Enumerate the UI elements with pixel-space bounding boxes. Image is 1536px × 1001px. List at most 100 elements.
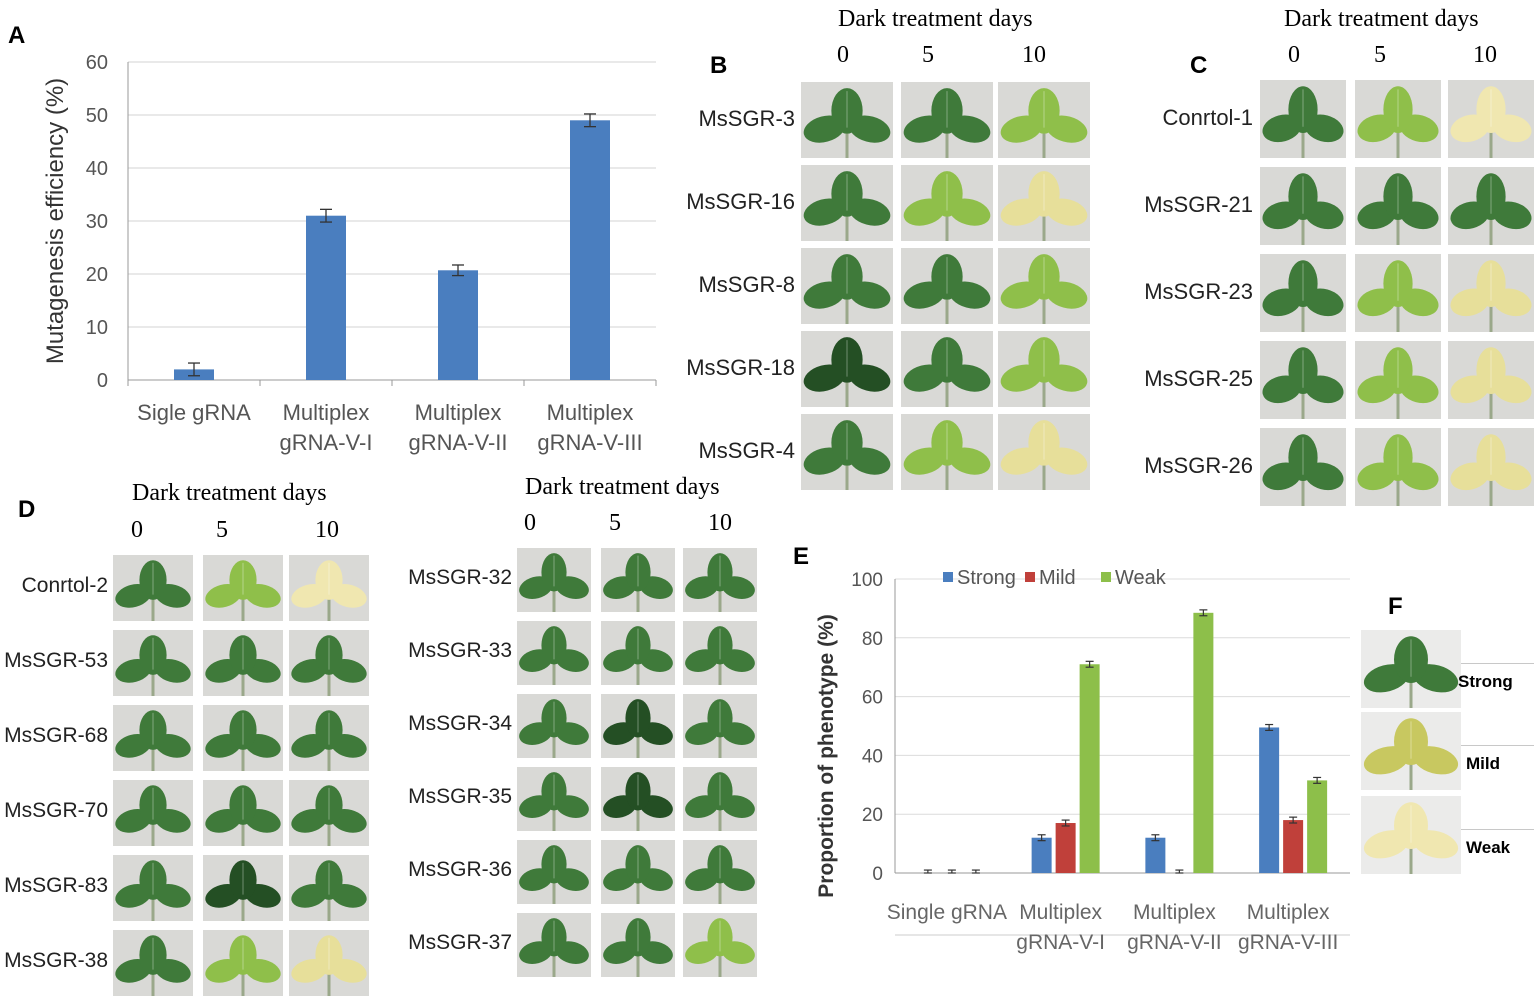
leaf-image [113,930,193,996]
leaflet [139,785,167,825]
bar [570,120,610,381]
leaflet [229,560,257,600]
x-tick-label: Single gRNA [887,901,1007,924]
panel-b-row-label: MsSGR-8 [698,272,795,297]
x-tick-label: Multiplex [1019,901,1102,924]
leaf-image [1361,712,1461,790]
panel-d-right-row-label: MsSGR-32 [408,566,512,589]
panel-c-leaf-photo [1355,167,1441,245]
leaflet [1028,337,1060,383]
panel-label-d: D [18,496,36,523]
panel-b-leaf-photo [801,165,893,241]
x-tick-label: gRNA-V-II [408,430,507,455]
panel-f-leaf-photo [1361,796,1461,874]
leaflet [541,845,567,884]
chart-a-mutagenesis-efficiency: 0 10 20 30 40 50 60 Mutagenesis efficiency (%) S… [42,52,657,455]
leaf-image [683,767,757,831]
bar [1079,664,1100,873]
panel-d-left-leaf-photo [289,555,369,621]
chart-e-phenotype-proportion: 0 20 40 60 80 100 Proportion of phenotype (%) S… [815,567,1350,954]
leaflet [1028,171,1060,217]
leaflet [1288,260,1318,308]
panel-d-left-leaf-photo [203,855,283,921]
panel-d-left-row-label: Conrtol-2 [21,574,108,597]
leaf-image [1260,428,1346,506]
y-tick-label: 30 [86,211,108,233]
leaflet [931,254,963,300]
panel-d-right-header: Dark treatment days [525,474,720,500]
leaf-image [601,548,675,612]
y-axis-label: Proportion of phenotype (%) [815,614,838,897]
x-tick-label: Multiplex [283,400,370,425]
leaf-image [901,248,993,324]
leaf-image [683,694,757,758]
panel-b-leaf-photo [801,331,893,407]
panel-c-row-label: MsSGR-25 [1144,366,1253,391]
panel-label-f: F [1388,593,1403,620]
leaflet [315,935,343,975]
leaflet [1383,260,1413,308]
leaf-image [1355,167,1441,245]
leaflet [1383,434,1413,482]
leaflet [1394,802,1428,850]
leaf-image [901,414,993,490]
panel-c-row-label: MsSGR-21 [1144,192,1253,217]
panel-d-left-leaf-photo [113,630,193,696]
panel-d-right-leaf-photo [517,621,591,685]
leaf-image [517,767,591,831]
leaflet [229,635,257,675]
panel-c-leaf-photo [1448,341,1534,419]
leaflet [707,699,733,738]
panel-d-left-leaf-photo [113,555,193,621]
leaflet [1288,173,1318,221]
panel-d-right-leaf-photo [683,913,757,977]
panel-d-right-day-label: 10 [708,510,732,536]
legend-swatch [1101,572,1111,582]
leaflet [931,420,963,466]
leaf-image [683,548,757,612]
leaflet [931,88,963,134]
leaf-image [113,855,193,921]
leaflet [541,553,567,592]
leaflet [1028,420,1060,466]
panel-b-header: Dark treatment days [838,6,1033,32]
leaflet [315,635,343,675]
leaflet [707,772,733,811]
leaf-image [998,331,1090,407]
panel-d-left-header: Dark treatment days [132,480,327,506]
leaflet [625,772,651,811]
leaflet [831,420,863,466]
leaf-image [1448,428,1534,506]
panel-d-right-leaf-photo [517,694,591,758]
leaf-image [1260,80,1346,158]
panel-d-left-leaf-photo [289,855,369,921]
panel-c-leaf-photo [1260,167,1346,245]
panel-b-day-label: 0 [837,42,849,68]
x-tick-label: Multiplex [547,400,634,425]
panel-c-leaf-photo [1448,80,1534,158]
leaflet [541,772,567,811]
leaflet [831,254,863,300]
panel-d-left-day-label: 5 [216,517,228,543]
panel-d-right-leaf-photo [683,840,757,904]
panel-b-leaf-photo [998,82,1090,158]
leaflet [541,626,567,665]
legend-label: Weak [1115,567,1167,589]
panel-d-left-leaf-photo [203,630,283,696]
bar [1259,727,1280,873]
panel-c-day-label: 5 [1374,42,1386,68]
y-tick-label: 50 [86,105,108,127]
panel-d-right-leaf-photo [601,767,675,831]
leaf-image [1448,80,1534,158]
leaflet [1394,718,1428,766]
panel-c-row-label: MsSGR-23 [1144,279,1253,304]
leaflet [541,699,567,738]
bar [1193,612,1214,873]
panel-c-row-label: MsSGR-26 [1144,453,1253,478]
leaf-image [601,767,675,831]
y-tick-label: 20 [862,805,883,826]
leaf-image [683,840,757,904]
leaflet [315,785,343,825]
leaf-image [203,930,283,996]
panel-d-left-day-label: 0 [131,517,143,543]
